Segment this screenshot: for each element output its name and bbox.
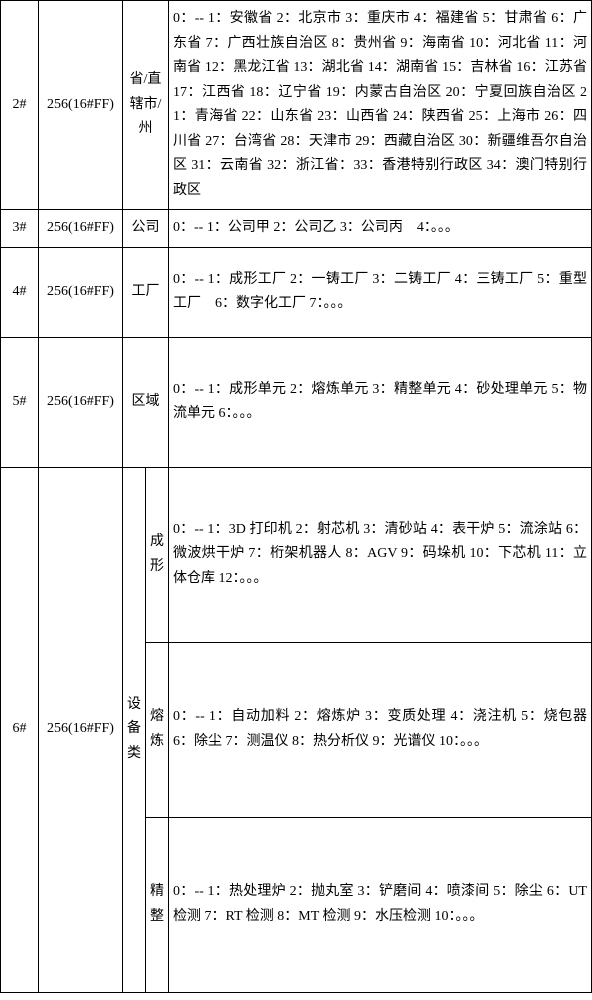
row-category: 公司: [123, 210, 169, 248]
coding-table: 2# 256(16#FF) 省/直辖市/州 0：-- 1：安徽省 2：北京市 3…: [0, 0, 592, 993]
row-id: 4#: [1, 247, 39, 337]
row-range: 256(16#FF): [39, 467, 123, 992]
row-desc: 0：-- 1：成形单元 2：熔炼单元 3：精整单元 4：砂处理单元 5：物流单元…: [169, 337, 592, 467]
row-subcategory: 成形: [146, 467, 169, 642]
row-desc: 0：-- 1：自动加料 2：熔炼炉 3：变质处理 4：浇注机 5：烧包器 6：除…: [169, 642, 592, 817]
row-id: 2#: [1, 1, 39, 210]
table-row: 6# 256(16#FF) 设备类 成形 0：-- 1：3D 打印机 2：射芯机…: [1, 467, 592, 642]
table-row: 4# 256(16#FF) 工厂 0：-- 1：成形工厂 2：一铸工厂 3：二铸…: [1, 247, 592, 337]
table-row: 2# 256(16#FF) 省/直辖市/州 0：-- 1：安徽省 2：北京市 3…: [1, 1, 592, 210]
row-category: 设备类: [123, 467, 146, 992]
row-range: 256(16#FF): [39, 210, 123, 248]
row-category: 区域: [123, 337, 169, 467]
row-desc: 0：-- 1：成形工厂 2：一铸工厂 3：二铸工厂 4：三铸工厂 5：重型工厂 …: [169, 247, 592, 337]
table-row: 3# 256(16#FF) 公司 0：-- 1：公司甲 2：公司乙 3：公司丙 …: [1, 210, 592, 248]
row-category: 工厂: [123, 247, 169, 337]
row-desc: 0：-- 1：安徽省 2：北京市 3：重庆市 4：福建省 5：甘肃省 6：广东省…: [169, 1, 592, 210]
row-desc: 0：-- 1：公司甲 2：公司乙 3：公司丙 4：。。。: [169, 210, 592, 248]
row-desc: 0：-- 1：热处理炉 2：抛丸室 3：铲磨间 4：喷漆间 5：除尘 6：UT …: [169, 817, 592, 992]
row-desc: 0：-- 1：3D 打印机 2：射芯机 3：清砂站 4：表干炉 5：流涂站 6：…: [169, 467, 592, 642]
row-id: 6#: [1, 467, 39, 992]
table-row: 5# 256(16#FF) 区域 0：-- 1：成形单元 2：熔炼单元 3：精整…: [1, 337, 592, 467]
row-id: 5#: [1, 337, 39, 467]
row-id: 3#: [1, 210, 39, 248]
row-range: 256(16#FF): [39, 247, 123, 337]
row-range: 256(16#FF): [39, 1, 123, 210]
row-subcategory: 精整: [146, 817, 169, 992]
row-subcategory: 熔炼: [146, 642, 169, 817]
row-category: 省/直辖市/州: [123, 1, 169, 210]
row-range: 256(16#FF): [39, 337, 123, 467]
